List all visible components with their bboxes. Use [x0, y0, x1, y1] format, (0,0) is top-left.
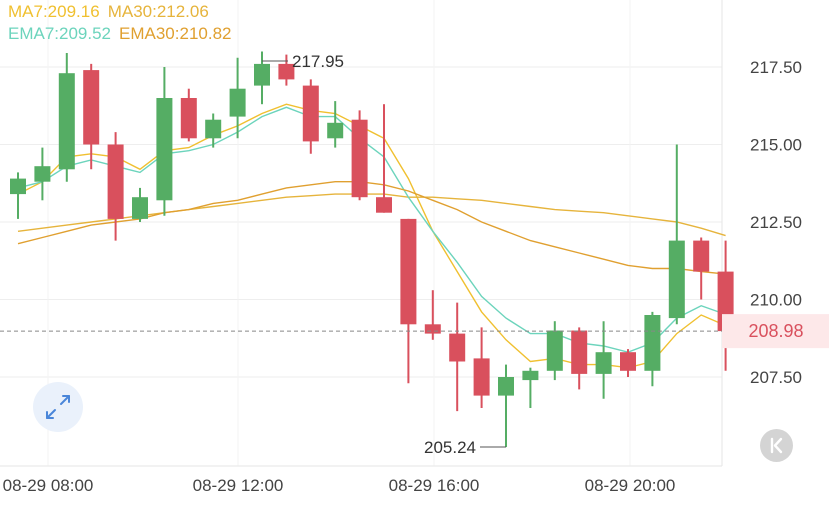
candle-body	[132, 197, 148, 219]
candle-body	[278, 63, 295, 80]
candle-body	[473, 358, 490, 396]
candle-body	[498, 377, 514, 396]
current-price-label: 208.98	[748, 321, 803, 341]
low-label: 205.24	[424, 438, 476, 457]
x-tick-label: 08-29 20:00	[585, 476, 676, 495]
legend-ema7: EMA7:209.52	[8, 24, 112, 43]
candle-body	[449, 333, 466, 362]
y-tick-label: 210.00	[750, 291, 802, 310]
x-tick-label: 08-29 12:00	[193, 476, 284, 495]
candle-body	[180, 98, 197, 139]
y-tick-label: 212.50	[750, 213, 802, 232]
candle-body	[10, 178, 26, 195]
candle-body	[34, 166, 51, 182]
legend-ma7: MA7:209.16	[8, 2, 100, 21]
candle-body	[522, 370, 539, 381]
series-line-ema30	[17, 180, 726, 275]
x-tick-label: 08-29 16:00	[389, 476, 480, 495]
candle-body	[351, 119, 368, 198]
y-tick-label: 217.50	[750, 58, 802, 77]
expand-button[interactable]	[33, 382, 83, 432]
candle-body	[424, 324, 441, 334]
candle-body	[58, 73, 75, 170]
back-arrow-icon	[770, 437, 783, 454]
y-tick-label: 207.50	[750, 368, 802, 387]
legend-row-ma: MA7:209.16 MA30:212.06	[8, 1, 217, 22]
candle-body	[254, 63, 270, 86]
candle-body	[400, 218, 417, 325]
candle-body	[327, 122, 344, 139]
x-tick-label: 08-29 08:00	[3, 476, 94, 495]
expand-arrows-icon	[46, 395, 70, 419]
candle-body	[302, 85, 319, 142]
candle-body	[205, 119, 222, 139]
candle-body	[620, 352, 636, 371]
candle-body	[668, 240, 685, 319]
candle-body	[693, 240, 710, 272]
candle-body	[156, 98, 173, 201]
candle-body	[83, 70, 100, 145]
high-label: 217.95	[292, 52, 344, 71]
series-line-ema7	[17, 106, 726, 353]
back-button[interactable]	[760, 429, 793, 462]
series-line-ma30	[17, 193, 726, 237]
candle-body	[107, 144, 124, 219]
candle-body	[376, 197, 392, 213]
y-tick-label: 215.00	[750, 136, 802, 155]
series-line-ma7	[17, 103, 726, 369]
legend-row-ema: EMA7:209.52 EMA30:210.82	[8, 23, 239, 44]
legend-ma30: MA30:212.06	[107, 2, 209, 21]
candle-body	[644, 315, 661, 371]
candle-body	[595, 352, 612, 374]
legend-ema30: EMA30:210.82	[119, 24, 232, 43]
candle-body	[546, 330, 563, 371]
current-price-badge	[722, 314, 829, 349]
candle-body	[571, 330, 588, 374]
candle-body	[229, 88, 246, 117]
